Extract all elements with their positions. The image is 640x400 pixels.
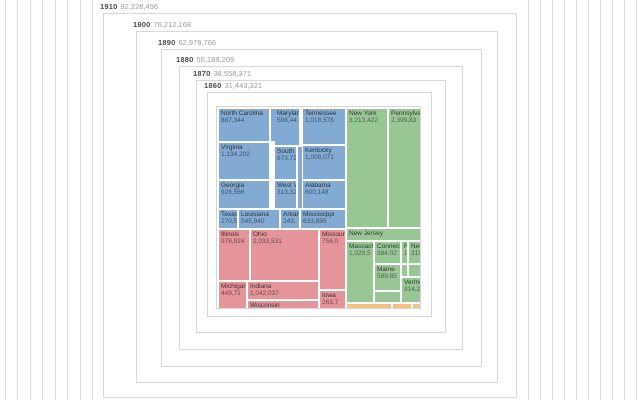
treemap-cell-ohio[interactable]: Ohio 2,033,531 xyxy=(251,230,318,280)
outer-year-box-edge xyxy=(17,0,18,400)
treemap-cell-missouri[interactable]: Missouri 756,0 xyxy=(320,230,345,289)
treemap-cell-michigan[interactable]: Michigan 449,71 xyxy=(219,282,246,308)
treemap-cell-south-carolina[interactable]: South Carolina673,72 xyxy=(275,147,296,179)
year-label-1910: 1910 92,228,496 xyxy=(100,2,159,11)
treemap-cell-pennsylvania[interactable]: Pennsylvania2,399,83 xyxy=(389,109,420,227)
treemap-cell-connecticut[interactable]: Connecticut384,02 xyxy=(375,242,400,263)
treemap-cell-new-york[interactable]: New York 3,213,422 xyxy=(347,109,387,227)
treemap-cell-tennessee[interactable]: Tennessee 1,018,578 xyxy=(303,109,345,144)
year-label-1880: 1880 50,189,209 xyxy=(176,55,235,64)
outer-year-box-edge xyxy=(80,0,81,400)
year-box-1890: 1890 62,979,766 xyxy=(158,38,482,367)
outer-year-box-edge xyxy=(42,0,43,400)
outer-year-box-edge xyxy=(576,0,577,400)
treemap-cell-small[interactable] xyxy=(402,265,407,276)
treemap-cell-vermont[interactable]: Vermont314,2 xyxy=(402,278,420,302)
year-box-1910: 1910 92,228,496 xyxy=(100,2,517,398)
treemap-cell-massachusetts[interactable]: Massachusetts1,029,5 xyxy=(347,242,373,302)
outer-year-box-edge xyxy=(528,0,529,400)
year-label-1860: 1860 31,443,321 xyxy=(204,81,263,90)
year-box-1880: 1880 50,189,209 xyxy=(176,55,463,350)
year-box-1860: 1860 31,443,321 xyxy=(204,81,432,317)
treemap-cell-small[interactable] xyxy=(409,265,420,276)
treemap-cell-maryland[interactable]: Maryland598,44 xyxy=(275,109,299,145)
outer-year-box-edge xyxy=(92,0,93,400)
treemap-cell-louisiana[interactable]: Louisiana 545,940 xyxy=(239,210,279,228)
treemap-cell-texas[interactable]: Texas 270,5 xyxy=(219,210,237,228)
outer-year-box-edge xyxy=(588,0,589,400)
outer-year-box-edge xyxy=(5,0,6,400)
outer-year-box-edge xyxy=(612,0,613,400)
treemap-cell-maine[interactable]: Maine 589,85 xyxy=(375,265,400,290)
year-box-1870: 1870 38,558,371 xyxy=(193,69,446,333)
treemap-cell-small[interactable] xyxy=(298,147,302,208)
treemap-cell-indiana[interactable]: Indiana 1,042,037 xyxy=(248,282,318,299)
outer-year-box-edge xyxy=(540,0,541,400)
treemap-cell-illinois[interactable]: Illinois 978,924 xyxy=(219,230,249,280)
treemap-cell-small[interactable] xyxy=(271,109,275,141)
treemap-cell-mississippi[interactable]: Mississippi 633,895 xyxy=(301,210,345,228)
outer-year-box-edge xyxy=(636,0,637,400)
treemap-cell-west-virginia[interactable]: West Virginia313,32 xyxy=(275,181,296,208)
treemap-cell-wisconsin[interactable]: Wisconsin xyxy=(248,301,318,308)
outer-year-box-edge xyxy=(552,0,553,400)
outer-year-box-edge xyxy=(600,0,601,400)
outer-year-box-edge xyxy=(30,0,31,400)
treemap-cell-small[interactable] xyxy=(375,292,400,302)
outer-year-box-edge xyxy=(564,0,565,400)
outer-year-box-edge xyxy=(67,0,68,400)
treemap-cell-new-hampshire[interactable]: New Hampshire319 xyxy=(409,242,420,263)
year-label-1900: 1900 76,212,168 xyxy=(133,20,192,29)
treemap-cell-west-region[interactable] xyxy=(413,304,420,308)
treemap-cell-new-jersey[interactable]: New Jersey xyxy=(347,229,420,240)
treemap-cell-kentucky[interactable]: Kentucky 1,008,071 xyxy=(303,146,345,179)
treemap-cell-arkansas[interactable]: Arkansas243, xyxy=(281,210,299,228)
treemap-cell-west-region[interactable] xyxy=(347,304,391,308)
treemap-cell-west-region[interactable] xyxy=(393,304,411,308)
treemap-cell-alabama[interactable]: Alabama 800,148 xyxy=(303,181,345,208)
treemap-cell-rhode-island[interactable]: Rhode Island1 xyxy=(402,242,407,263)
treemap-cell-georgia[interactable]: Georgia 928,566 xyxy=(219,181,269,208)
treemap-cell-north-carolina[interactable]: North Carolina 887,344 xyxy=(219,109,269,141)
outer-year-box-edge xyxy=(55,0,56,400)
treemap-cell-virginia[interactable]: Virginia 1,134,202 xyxy=(219,143,269,179)
year-label-1870: 1870 38,558,371 xyxy=(193,69,252,78)
year-label-1890: 1890 62,979,766 xyxy=(158,38,217,47)
year-box-1900: 1900 76,212,168 xyxy=(133,20,498,383)
treemap-cell-iowa[interactable]: Iowa 263,7 xyxy=(320,291,345,308)
outer-year-box-edge xyxy=(624,0,625,400)
